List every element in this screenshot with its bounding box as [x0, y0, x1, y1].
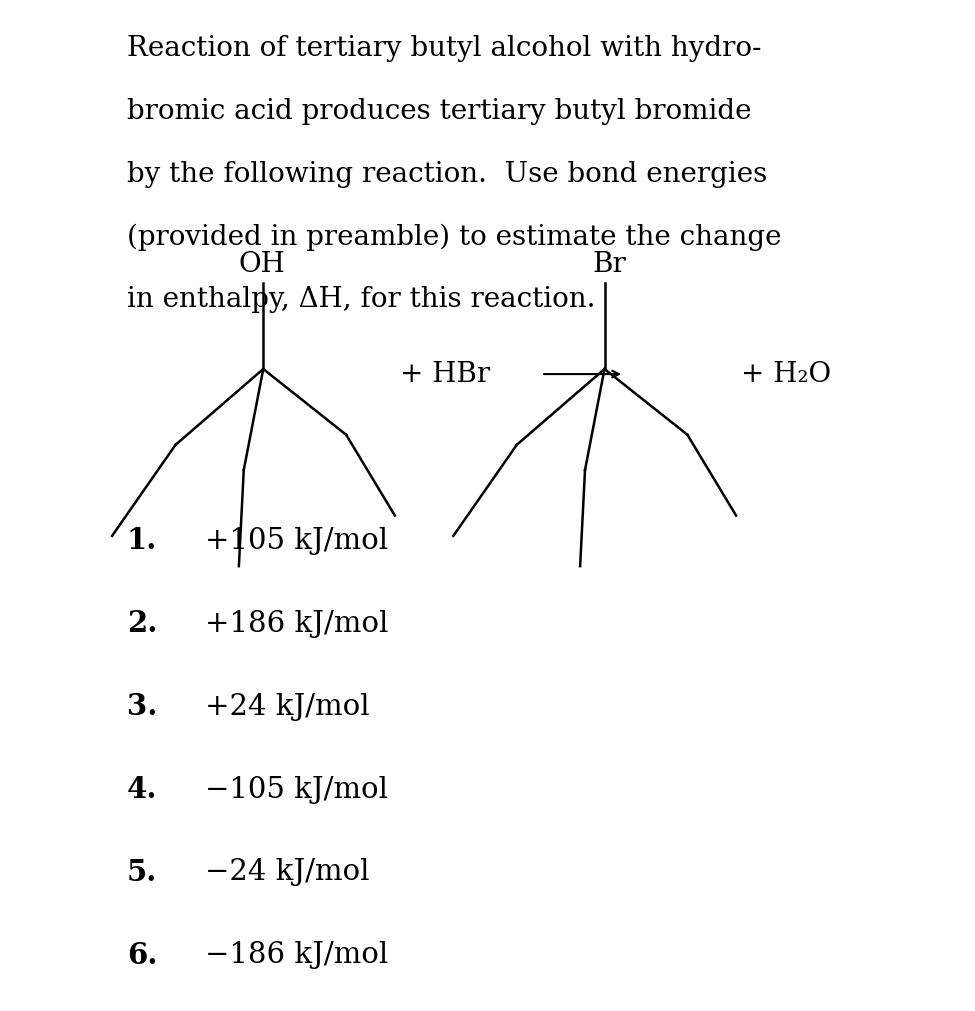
Text: + HBr: + HBr	[400, 361, 489, 387]
Text: in enthalpy, ΔH, for this reaction.: in enthalpy, ΔH, for this reaction.	[127, 286, 596, 313]
Text: Br: Br	[593, 251, 627, 278]
Text: 6.: 6.	[127, 941, 157, 970]
Text: 5.: 5.	[127, 858, 157, 887]
Text: bromic acid produces tertiary butyl bromide: bromic acid produces tertiary butyl brom…	[127, 98, 752, 125]
Text: −186 kJ/mol: −186 kJ/mol	[205, 941, 388, 970]
Text: +105 kJ/mol: +105 kJ/mol	[205, 527, 388, 555]
Text: −24 kJ/mol: −24 kJ/mol	[205, 858, 370, 887]
Text: 1.: 1.	[127, 527, 157, 555]
Text: 4.: 4.	[127, 775, 157, 804]
Text: +24 kJ/mol: +24 kJ/mol	[205, 693, 370, 721]
Text: by the following reaction.  Use bond energies: by the following reaction. Use bond ener…	[127, 161, 767, 188]
Text: +186 kJ/mol: +186 kJ/mol	[205, 610, 388, 638]
Text: OH: OH	[239, 251, 286, 278]
Text: 3.: 3.	[127, 693, 157, 721]
Text: −105 kJ/mol: −105 kJ/mol	[205, 775, 388, 804]
Text: Reaction of tertiary butyl alcohol with hydro-: Reaction of tertiary butyl alcohol with …	[127, 35, 761, 63]
Text: (provided in preamble) to estimate the change: (provided in preamble) to estimate the c…	[127, 223, 781, 251]
Text: + H₂O: + H₂O	[741, 361, 831, 387]
Text: 2.: 2.	[127, 610, 157, 638]
